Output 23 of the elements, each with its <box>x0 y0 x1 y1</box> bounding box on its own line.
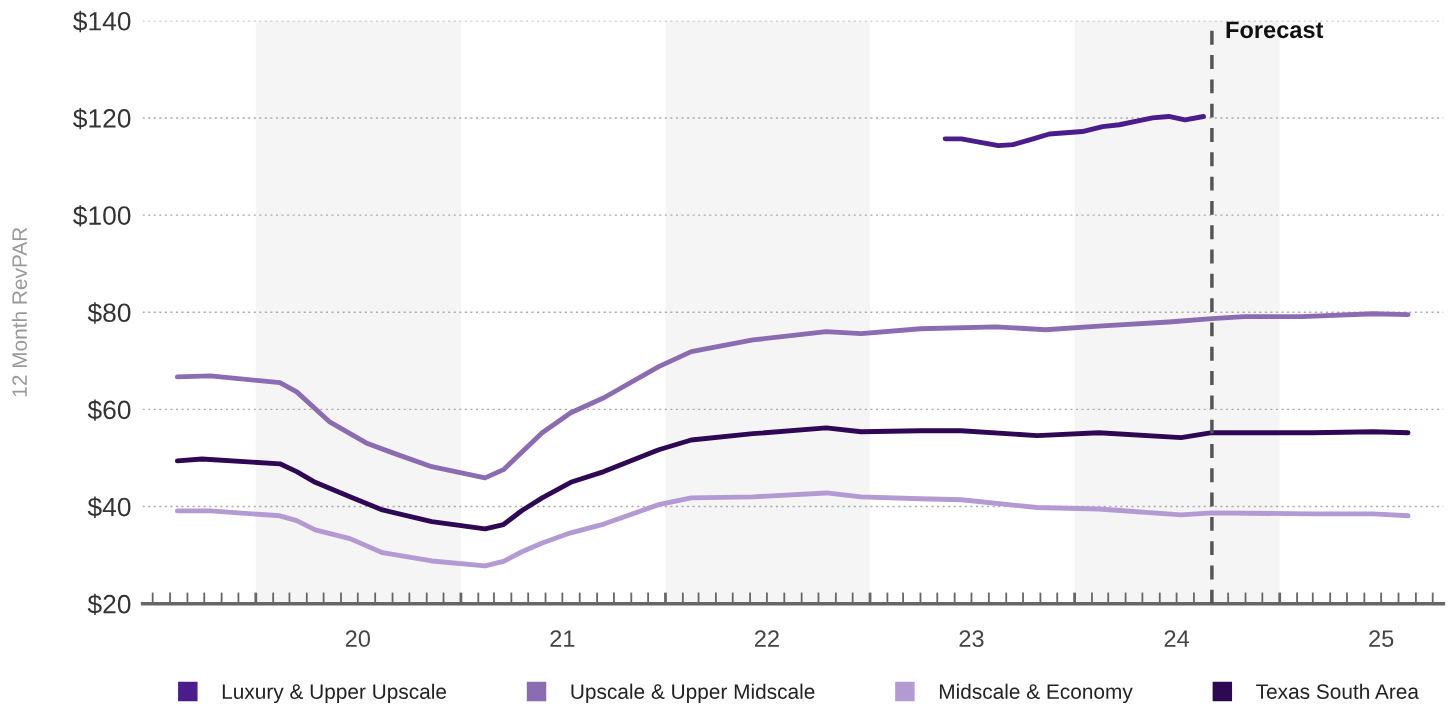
line-series <box>174 490 1411 569</box>
x-tick-label: 21 <box>550 630 575 647</box>
y-tick-label: $140 <box>73 10 131 33</box>
x-tick-label: 22 <box>754 630 779 647</box>
y-tick-label: $40 <box>87 496 131 518</box>
line-series <box>174 311 1411 481</box>
y-tick-label: $60 <box>87 399 131 421</box>
y-tick-label: $20 <box>87 593 131 616</box>
legend-label: Upscale & Upper Midscale <box>571 683 815 704</box>
y-axis-title: 12 Month RevPAR <box>11 227 27 397</box>
legend-label: Midscale & Economy <box>939 683 1133 704</box>
legend-label: Luxury & Upper Upscale <box>222 683 447 704</box>
legend-label: Texas South Area <box>1256 683 1419 699</box>
line-series <box>942 114 1206 149</box>
y-tick-label: $80 <box>87 302 131 324</box>
x-tick-label: 25 <box>1369 630 1394 648</box>
line-series <box>174 425 1411 532</box>
ref-line-label: Forecast <box>1226 21 1324 39</box>
x-tick-label: 24 <box>1164 630 1190 647</box>
x-tick-label: 20 <box>345 630 371 648</box>
y-tick-label: $100 <box>73 205 131 227</box>
y-tick-label: $120 <box>73 107 131 130</box>
x-tick-label: 23 <box>959 630 984 648</box>
